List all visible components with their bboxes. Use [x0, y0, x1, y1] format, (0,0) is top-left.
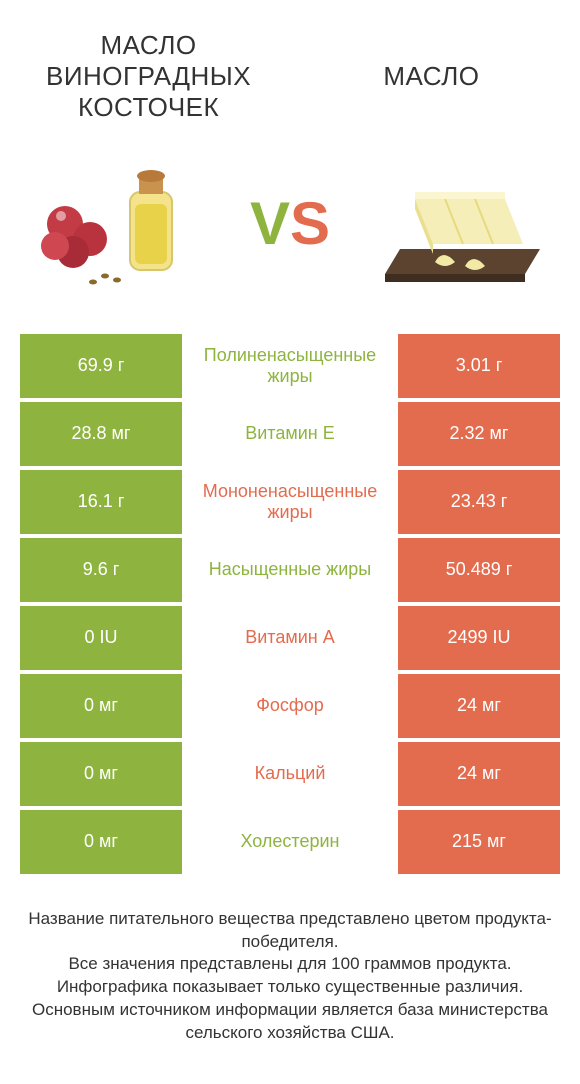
cell-right: 2499 IU	[398, 606, 560, 670]
footnote-line: Инфографика показывает только существенн…	[24, 976, 556, 999]
title-right: МАСЛО	[303, 61, 560, 92]
table-row: 9.6 гНасыщенные жиры50.489 г	[20, 538, 560, 602]
cell-label: Мононенасыщенные жиры	[182, 470, 398, 534]
grapeseed-oil-icon	[35, 154, 205, 294]
cell-right: 3.01 г	[398, 334, 560, 398]
cell-right: 23.43 г	[398, 470, 560, 534]
header: МАСЛО ВИНОГРАДНЫХ КОСТОЧЕК МАСЛО	[0, 0, 580, 134]
cell-right: 215 мг	[398, 810, 560, 874]
cell-label: Насыщенные жиры	[182, 538, 398, 602]
cell-right: 2.32 мг	[398, 402, 560, 466]
table-row: 0 мгКальций24 мг	[20, 742, 560, 806]
table-row: 16.1 гМононенасыщенные жиры23.43 г	[20, 470, 560, 534]
cell-label: Витамин E	[182, 402, 398, 466]
cell-right: 24 мг	[398, 742, 560, 806]
table-row: 69.9 гПолиненасыщенные жиры3.01 г	[20, 334, 560, 398]
cell-left: 16.1 г	[20, 470, 182, 534]
comparison-table: 69.9 гПолиненасыщенные жиры3.01 г28.8 мг…	[0, 334, 580, 874]
footnote-line: Основным источником информации является …	[24, 999, 556, 1045]
cell-label: Холестерин	[182, 810, 398, 874]
title-left: МАСЛО ВИНОГРАДНЫХ КОСТОЧЕК	[20, 30, 277, 124]
product-image-left	[10, 154, 230, 294]
table-row: 0 IUВитамин A2499 IU	[20, 606, 560, 670]
cell-label: Кальций	[182, 742, 398, 806]
cell-label: Полиненасыщенные жиры	[182, 334, 398, 398]
cell-right: 24 мг	[398, 674, 560, 738]
footnote-line: Все значения представлены для 100 граммо…	[24, 953, 556, 976]
cell-label: Витамин A	[182, 606, 398, 670]
cell-right: 50.489 г	[398, 538, 560, 602]
table-row: 0 мгХолестерин215 мг	[20, 810, 560, 874]
cell-left: 69.9 г	[20, 334, 182, 398]
cell-left: 0 мг	[20, 674, 182, 738]
cell-label: Фосфор	[182, 674, 398, 738]
vs-s: S	[290, 190, 330, 257]
vs-row: VS	[0, 134, 580, 334]
table-row: 0 мгФосфор24 мг	[20, 674, 560, 738]
footnote-line: Название питательного вещества представл…	[24, 908, 556, 954]
butter-icon	[375, 154, 545, 294]
vs-v: V	[250, 190, 290, 257]
product-image-right	[350, 154, 570, 294]
cell-left: 28.8 мг	[20, 402, 182, 466]
cell-left: 9.6 г	[20, 538, 182, 602]
vs-label: VS	[240, 189, 340, 258]
cell-left: 0 IU	[20, 606, 182, 670]
cell-left: 0 мг	[20, 742, 182, 806]
cell-left: 0 мг	[20, 810, 182, 874]
footnote: Название питательного вещества представл…	[0, 878, 580, 1046]
table-row: 28.8 мгВитамин E2.32 мг	[20, 402, 560, 466]
